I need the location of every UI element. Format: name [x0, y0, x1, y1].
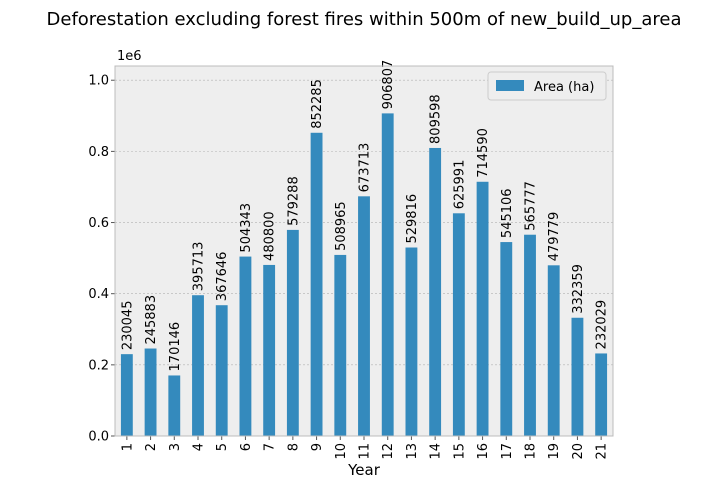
- bar-data-label: 367646: [215, 252, 230, 302]
- bar-data-label: 673713: [358, 143, 373, 193]
- x-tick-label: 3: [168, 443, 183, 451]
- x-tick-label: 1: [120, 443, 135, 451]
- x-tick-label: 18: [524, 443, 539, 460]
- bar: [239, 256, 252, 436]
- bar: [286, 229, 299, 436]
- bar-data-label: 245883: [144, 295, 159, 345]
- bar: [144, 348, 157, 436]
- legend-swatch: [496, 80, 524, 91]
- chart-title: Deforestation excluding forest fires wit…: [47, 9, 682, 30]
- bar: [429, 147, 442, 436]
- y-tick-label: 1.0: [88, 74, 109, 89]
- bar-data-label: 230045: [120, 301, 135, 351]
- x-tick-label: 16: [476, 443, 491, 460]
- legend-box: [487, 71, 607, 101]
- x-axis-ticks: 1 2 3 4 5 6 7 8 9 10 11 12 13 14 15 16 17 18 19 20 21: [120, 436, 610, 460]
- bar: [120, 354, 133, 436]
- y-tick-label: 0.2: [88, 358, 109, 373]
- x-tick-label: 12: [381, 443, 396, 460]
- bar-data-label: 852285: [310, 79, 325, 129]
- x-tick-label: 20: [571, 443, 586, 460]
- bar-data-label: 504343: [239, 203, 254, 253]
- bar: [263, 264, 276, 436]
- y-axis-ticks: 0.0 0.2 0.4 0.6 0.8 1.0: [88, 74, 115, 445]
- y-tick-label: 0.6: [88, 216, 109, 231]
- bar-data-label: 714590: [476, 128, 491, 178]
- x-tick-label: 5: [215, 443, 230, 451]
- x-tick-label: 11: [358, 443, 373, 460]
- x-tick-label: 14: [429, 443, 444, 460]
- bar-data-label: 529816: [405, 194, 420, 244]
- plot-frame: [114, 65, 614, 437]
- y-offset-label: 1e6: [117, 49, 142, 64]
- bar-data-label: 565777: [524, 181, 539, 231]
- y-tick-label: 0.4: [88, 287, 109, 302]
- x-tick-label: 21: [595, 443, 610, 460]
- bar: [334, 254, 347, 436]
- bar-data-label: 625991: [452, 160, 467, 210]
- bar: [215, 305, 228, 436]
- bars: [120, 113, 608, 437]
- x-tick-label: 4: [192, 443, 207, 451]
- bar: [595, 353, 608, 436]
- x-tick-label: 9: [310, 443, 325, 451]
- y-tick-label: 0.0: [88, 430, 109, 445]
- bar: [547, 265, 560, 436]
- x-tick-label: 8: [286, 443, 301, 451]
- x-tick-label: 13: [405, 443, 420, 460]
- bar-data-label: 508965: [334, 201, 349, 251]
- bar: [452, 213, 465, 436]
- bar-data-label: 395713: [192, 242, 207, 292]
- bar: [168, 375, 181, 436]
- bar-data-label: 906807: [381, 60, 396, 110]
- bar: [381, 113, 394, 436]
- x-tick-label: 15: [452, 443, 467, 460]
- bar: [310, 132, 323, 437]
- bar: [358, 196, 370, 436]
- legend: Area (ha): [487, 71, 607, 101]
- bar: [500, 242, 513, 436]
- x-axis-label: Year: [347, 461, 381, 479]
- bar-data-label: 170146: [168, 322, 183, 372]
- bar: [524, 234, 536, 436]
- x-tick-label: 17: [500, 443, 515, 460]
- x-tick-label: 2: [144, 443, 159, 451]
- legend-label: Area (ha): [534, 80, 594, 95]
- x-tick-label: 7: [263, 443, 278, 451]
- x-tick-label: 10: [334, 443, 349, 460]
- bar-data-label: 579288: [286, 176, 301, 226]
- bar: [571, 317, 584, 436]
- bar: [192, 295, 204, 436]
- bar: [405, 247, 418, 436]
- data-labels: 230045 245883 170146 395713 367646 504343 4808…: [120, 60, 609, 372]
- bar-data-label: 545106: [500, 188, 515, 238]
- bar-data-label: 479779: [547, 212, 562, 262]
- bar: [476, 181, 489, 436]
- bar-data-label: 809598: [429, 94, 444, 144]
- bar-data-label: 332359: [571, 264, 586, 314]
- y-tick-label: 0.8: [88, 145, 109, 160]
- x-tick-label: 6: [239, 443, 254, 451]
- bar-data-label: 480800: [263, 211, 278, 261]
- x-tick-label: 19: [547, 443, 562, 460]
- bar-data-label: 232029: [595, 300, 610, 350]
